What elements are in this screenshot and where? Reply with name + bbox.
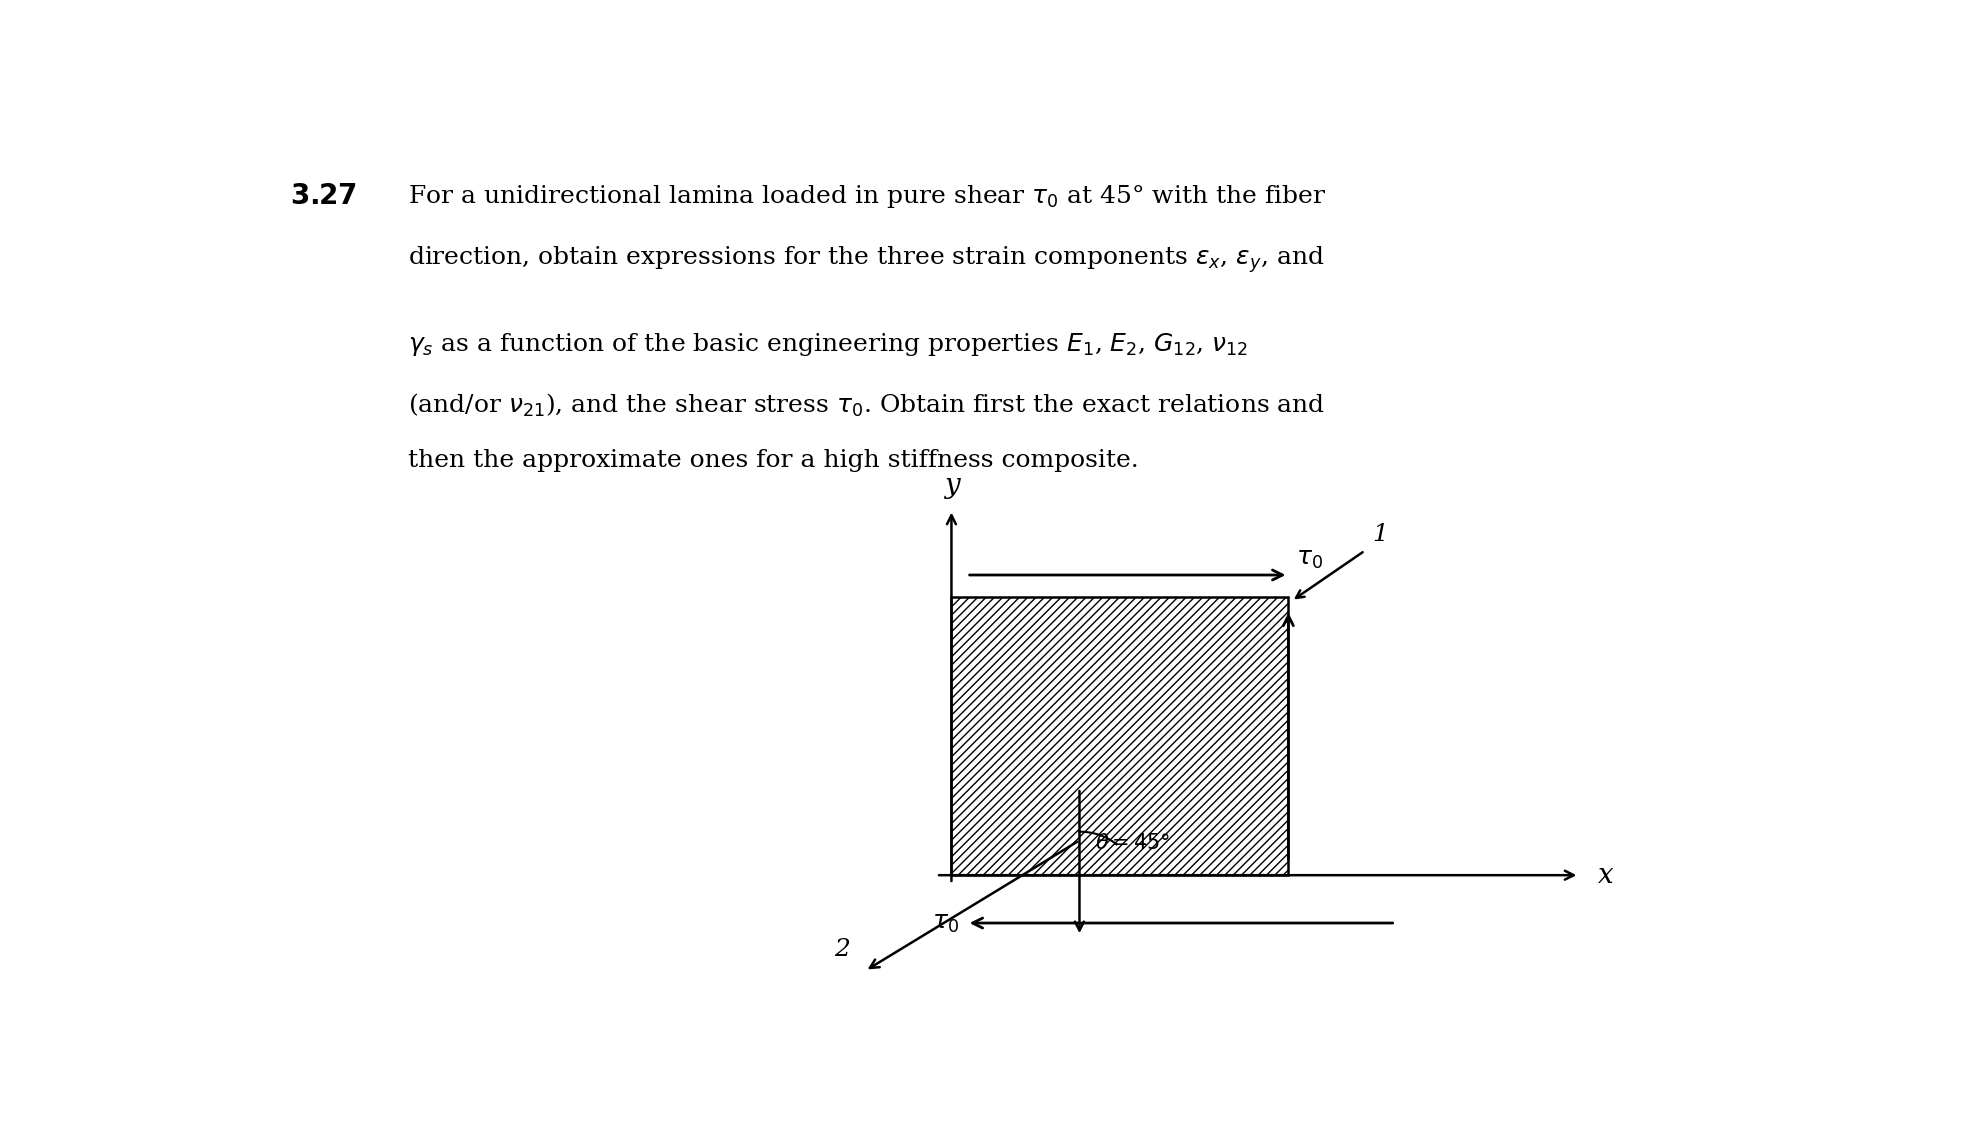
Text: x: x xyxy=(1599,862,1612,888)
Text: 2: 2 xyxy=(834,938,850,960)
Text: $\tau_0$: $\tau_0$ xyxy=(933,912,958,935)
Text: (and/or $\nu_{21}$), and the shear stress $\tau_0$. Obtain first the exact relat: (and/or $\nu_{21}$), and the shear stres… xyxy=(407,392,1326,419)
Text: y: y xyxy=(945,472,958,499)
Text: $\theta = 45°$: $\theta = 45°$ xyxy=(1095,834,1170,853)
Bar xyxy=(952,597,1288,875)
Text: direction, obtain expressions for the three strain components $\epsilon_x$, $\ep: direction, obtain expressions for the th… xyxy=(407,244,1324,275)
Text: then the approximate ones for a high stiffness composite.: then the approximate ones for a high sti… xyxy=(407,449,1138,472)
Text: $\gamma_s$ as a function of the basic engineering properties $E_1$, $E_2$, $G_{1: $\gamma_s$ as a function of the basic en… xyxy=(407,331,1249,358)
Text: 1: 1 xyxy=(1373,523,1389,546)
Text: $\mathbf{3.27}$: $\mathbf{3.27}$ xyxy=(290,183,358,210)
Text: $\tau_0$: $\tau_0$ xyxy=(1296,548,1324,571)
Text: For a unidirectional lamina loaded in pure shear $\tau_0$ at 45° with the fiber: For a unidirectional lamina loaded in pu… xyxy=(407,183,1326,210)
